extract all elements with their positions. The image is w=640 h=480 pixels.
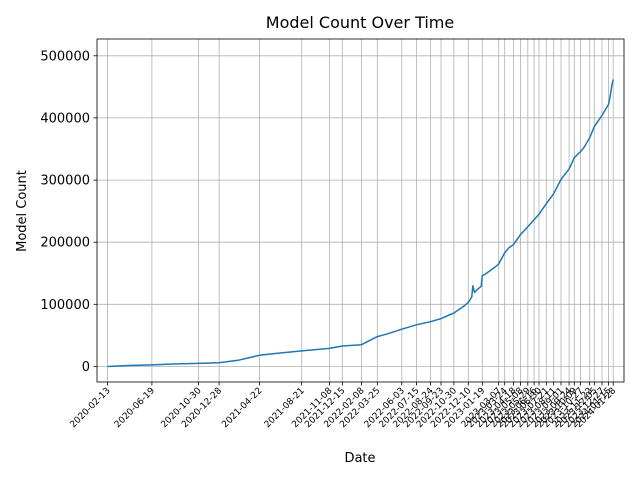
y-tick-label: 300000 (40, 174, 90, 189)
y-axis-label: Model Count (15, 170, 30, 252)
x-axis-label: Date (344, 451, 375, 466)
series-layer (107, 79, 614, 368)
y-tick-label: 500000 (40, 49, 90, 64)
chart-title: Model Count Over Time (266, 13, 454, 32)
series-line (107, 79, 614, 368)
x-tick-label: 2021-04-22 (220, 386, 264, 430)
y-tick-label: 0 (82, 360, 90, 375)
y-tick-label: 100000 (40, 298, 90, 313)
x-tick-label: 2020-02-13 (69, 386, 113, 430)
y-axis: 0 100000 200000 300000 400000 500000 (40, 49, 97, 375)
x-axis: 2020-02-13 2020-06-19 2020-10-302020-12-28… (69, 382, 619, 430)
y-tick-label: 400000 (40, 111, 90, 126)
grid-lines (97, 39, 624, 382)
x-tick-label: 2020-06-19 (113, 386, 157, 430)
y-tick-label: 200000 (40, 236, 90, 251)
plot-frame (96, 38, 625, 383)
